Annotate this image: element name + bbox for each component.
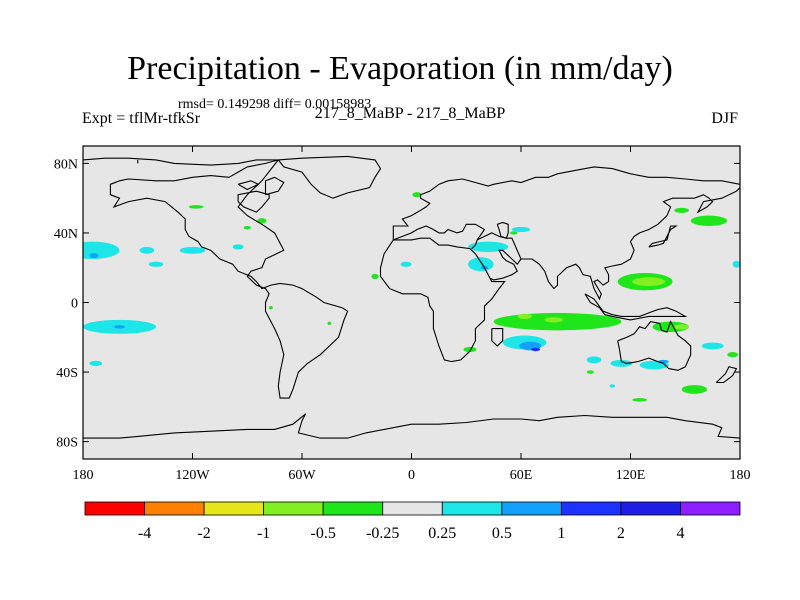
experiment-label: Expt = tflMr-tfkSr [82,110,201,127]
anomaly-region-12 [412,192,422,198]
coastline-europe [392,166,740,240]
anomaly-region-9 [188,205,204,209]
coastline-europe-south [393,223,486,249]
anomaly-region-22 [544,317,563,323]
anomaly-region-21 [517,313,532,320]
anomaly-region-16 [468,257,494,272]
anomaly-region-37 [727,352,739,358]
colorbar-label-6: 0.5 [492,525,512,542]
anomaly-region-2 [179,246,206,254]
anomaly-region-36 [701,342,724,350]
anomaly-region-41 [632,398,647,402]
colorbar-swatch-9 [620,501,681,516]
anomaly-region-10 [257,218,267,224]
anomaly-region-45 [732,260,740,268]
coastline-arctic-north-america [83,157,279,166]
coastline-baffin-island [264,176,285,196]
colorbar-label-4: -0.25 [366,525,399,542]
x-tick-label-0: 180 [73,468,94,483]
y-tick-label-0: 80N [54,157,78,172]
y-tick-label-3: 40S [56,366,78,381]
coastline-madagascar [491,328,504,347]
colorbar-swatch-10 [680,501,741,516]
coastline-north-america-interior [237,190,270,213]
rmsd-diff-stats: rmsd= 0.149298 diff= 0.00158983 [178,97,372,112]
colorbar-swatch-4 [322,501,384,516]
anomaly-region-28 [674,324,689,330]
anomaly-region-38 [681,385,708,394]
coastline-india-se-asia [521,187,740,301]
colorbar-swatch-1 [144,501,205,516]
colorbar-swatch-8 [560,501,622,516]
y-tick-label-2: 0 [71,297,78,312]
colorbar-swatch-6 [441,501,503,516]
coastline-indonesia [584,293,688,321]
x-tick-label-6: 180 [730,468,751,483]
colorbar-label-5: 0.25 [428,525,456,542]
coastline-antarctica [83,413,740,439]
anomaly-region-3 [232,244,244,250]
colorbar-swatch-7 [501,501,562,516]
chart-subtitle: 217_8_MaBP - 217_8_MaBP [314,105,506,122]
anomaly-region-39 [463,346,477,353]
x-tick-label-5: 120E [616,468,646,483]
anomaly-region-32 [586,356,602,364]
anomaly-region-40 [586,370,594,374]
x-tick-label-2: 60W [288,468,316,483]
colorbar-swatch-3 [263,501,324,516]
anomaly-region-13 [371,273,379,280]
anomaly-region-11 [243,225,251,230]
coastline-greenland [277,155,382,199]
coastline-africa-eurasia [379,237,506,363]
map-background [83,146,740,459]
colorbar-label-2: -1 [257,525,270,542]
anomaly-region-8 [89,360,103,366]
x-tick-label-1: 120W [175,468,210,483]
x-tick-label-3: 0 [408,468,415,483]
coastline-asia-south [476,232,522,281]
anomaly-region-43 [269,305,273,310]
coastline-caspian [496,221,509,239]
coastline-new-zealand [715,366,738,384]
chart-title: Precipitation - Evaporation (in mm/day) [127,50,673,87]
anomaly-region-24 [632,277,666,286]
colorbar-swatch-2 [203,501,265,516]
colorbar-swatch-0 [84,501,145,516]
colorbar-swatch-5 [382,501,443,516]
anomaly-region-26 [674,207,689,213]
x-tick-label-4: 60E [510,468,533,483]
anomaly-region-15 [468,241,509,253]
anomaly-region-19 [510,231,518,235]
coastline-japan [648,225,678,248]
anomaly-region-44 [327,321,332,326]
anomaly-region-42 [609,384,615,388]
colorbar-label-9: 4 [676,525,684,542]
anomaly-region-31 [531,347,541,352]
y-tick-label-4: 80S [56,436,78,451]
colorbar-label-8: 2 [617,525,625,542]
anomaly-region-18 [511,226,531,233]
y-tick-label-1: 40N [54,227,78,242]
anomaly-region-1 [139,246,155,254]
coastline-australia [617,320,692,371]
season-label: DJF [711,110,738,127]
anomaly-region-4 [148,261,164,267]
colorbar-label-1: -2 [197,525,210,542]
anomaly-region-7 [114,325,125,329]
coastline-americas [109,159,349,399]
anomaly-region-33 [610,359,633,367]
anomaly-region-25 [690,215,728,226]
colorbar-label-0: -4 [138,525,151,542]
anomaly-region-5 [89,252,99,259]
anomaly-region-14 [400,261,412,267]
colorbar-label-7: 1 [557,525,565,542]
colorbar-label-3: -0.5 [311,525,336,542]
